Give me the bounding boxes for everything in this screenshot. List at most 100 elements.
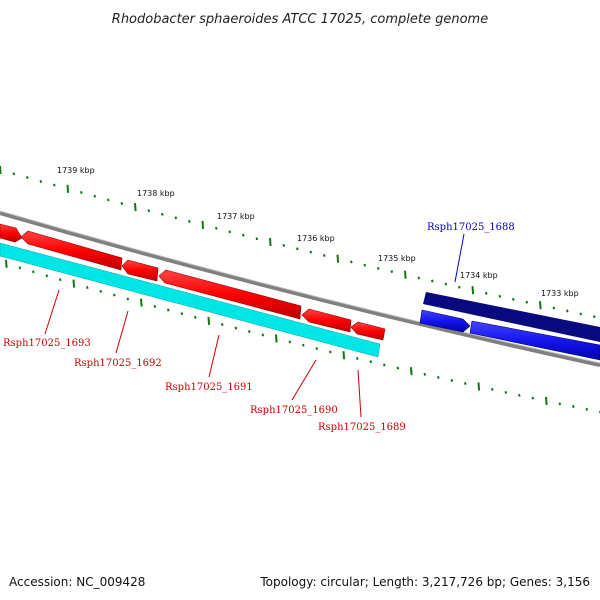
scale-tick-minor bbox=[120, 202, 124, 205]
gene-label-1689: Rsph17025_1689 bbox=[318, 422, 406, 433]
gene-rsph17025-1693 bbox=[0, 223, 23, 243]
accession-text: Accession: NC_009428 bbox=[9, 575, 145, 589]
scale-tick-minor bbox=[518, 393, 521, 397]
gene-rsph17025-1690 bbox=[158, 269, 302, 320]
reverse-strand-genes bbox=[0, 223, 386, 341]
scale-tick-minor bbox=[234, 326, 238, 330]
scale-tick-minor bbox=[32, 270, 35, 274]
scale-tick-minor bbox=[194, 315, 197, 319]
scale-ticks-outer bbox=[0, 165, 596, 319]
scale-tick-minor bbox=[53, 183, 56, 187]
leader-1689 bbox=[357, 369, 362, 418]
scale-tick-minor bbox=[167, 308, 170, 312]
leader-1688 bbox=[454, 233, 465, 283]
scale-tick-minor bbox=[242, 233, 245, 237]
scale-tick-minor bbox=[93, 194, 97, 198]
gene-rsph17025-1691 bbox=[121, 259, 159, 282]
scale-tick-major bbox=[342, 351, 346, 360]
scale-labels: 1739 kbp 1738 kbp 1737 kbp 1736 kbp 1735… bbox=[57, 166, 579, 298]
scale-tick-major bbox=[66, 184, 70, 193]
scale-tick-minor bbox=[504, 390, 508, 394]
scale-tick-minor bbox=[579, 312, 583, 316]
leader-1691 bbox=[208, 334, 220, 378]
scale-tick-minor bbox=[464, 382, 467, 385]
gene-label-1690: Rsph17025_1690 bbox=[250, 405, 338, 416]
gene-label-1693: Rsph17025_1693 bbox=[3, 338, 91, 349]
scale-tick-major bbox=[5, 259, 8, 268]
gene-label-leaders bbox=[44, 233, 465, 418]
scale-tick-major bbox=[134, 203, 137, 212]
scale-tick-major bbox=[477, 382, 481, 391]
scale-tick-minor bbox=[431, 279, 434, 283]
scale-tick-minor bbox=[215, 226, 218, 230]
scale-tick-minor bbox=[585, 407, 589, 411]
scale-tick-minor bbox=[531, 396, 535, 400]
scale-tick-minor bbox=[423, 372, 427, 376]
gene-rsph17025-1692 bbox=[20, 230, 123, 271]
gene-labels: Rsph17025_1693 Rsph17025_1692 Rsph17025_… bbox=[3, 222, 515, 433]
forward-strand-genes bbox=[419, 309, 600, 361]
scale-tick-minor bbox=[80, 191, 83, 194]
gene-rsph17025-1688 bbox=[469, 320, 600, 361]
gene-label-1688: Rsph17025_1688 bbox=[427, 222, 515, 233]
scale-tick-minor bbox=[417, 276, 421, 280]
scale-tick-major bbox=[0, 165, 2, 175]
scale-tick-major bbox=[140, 298, 143, 307]
scale-tick-major bbox=[539, 301, 542, 310]
tick-label-1737: 1737 kbp bbox=[217, 212, 255, 221]
forward-strand-band bbox=[423, 292, 600, 342]
gene-rsph17025-1689 bbox=[301, 308, 352, 333]
scale-tick-minor bbox=[288, 340, 292, 344]
scale-tick-minor bbox=[444, 282, 448, 286]
scale-tick-minor bbox=[512, 297, 515, 301]
tick-label-1735: 1735 kbp bbox=[378, 254, 416, 263]
scale-tick-minor bbox=[12, 172, 16, 176]
leader-1690 bbox=[291, 359, 317, 401]
scale-tick-minor bbox=[282, 243, 286, 247]
scale-tick-minor bbox=[45, 274, 49, 278]
scale-tick-minor bbox=[161, 212, 164, 216]
genome-backbone-highlight bbox=[0, 210, 600, 364]
scale-tick-minor bbox=[147, 209, 151, 213]
scale-tick-minor bbox=[255, 237, 259, 241]
scale-tick-major bbox=[269, 237, 272, 247]
scale-tick-minor bbox=[356, 357, 359, 360]
scale-tick-minor bbox=[174, 216, 178, 220]
scale-tick-minor bbox=[315, 347, 319, 351]
scale-tick-minor bbox=[485, 291, 488, 295]
gene-label-1692: Rsph17025_1692 bbox=[74, 358, 162, 369]
scale-tick-major bbox=[404, 270, 407, 279]
scale-tick-minor bbox=[188, 219, 191, 223]
gene-rsph17025-1688-a bbox=[419, 309, 471, 333]
tick-label-1739: 1739 kbp bbox=[57, 166, 95, 175]
tick-label-1733: 1733 kbp bbox=[541, 289, 579, 298]
scale-tick-minor bbox=[329, 350, 332, 354]
scale-tick-minor bbox=[153, 304, 157, 308]
scale-tick-minor bbox=[18, 266, 22, 270]
scale-tick-minor bbox=[228, 230, 232, 234]
scale-tick-major bbox=[275, 334, 278, 343]
scale-tick-minor bbox=[248, 330, 251, 333]
genome-backbone bbox=[0, 211, 600, 367]
genome-summary-text: Topology: circular; Length: 3,217,726 bp… bbox=[259, 575, 590, 589]
gene-label-1691: Rsph17025_1691 bbox=[165, 382, 253, 393]
scale-ticks-inner bbox=[5, 259, 600, 414]
scale-tick-minor bbox=[437, 375, 440, 379]
scale-tick-minor bbox=[221, 323, 224, 326]
scale-tick-minor bbox=[180, 312, 184, 316]
tick-label-1736: 1736 kbp bbox=[297, 234, 335, 243]
tick-label-1734: 1734 kbp bbox=[460, 271, 498, 280]
scale-tick-minor bbox=[383, 363, 386, 367]
scale-tick-minor bbox=[458, 285, 461, 289]
scale-tick-major bbox=[336, 254, 340, 263]
scale-tick-major bbox=[207, 316, 211, 325]
scale-tick-minor bbox=[377, 266, 380, 270]
scale-tick-minor bbox=[126, 297, 130, 301]
scale-tick-major bbox=[201, 220, 205, 229]
scale-tick-minor bbox=[396, 366, 400, 370]
scale-tick-minor bbox=[363, 263, 367, 267]
scale-tick-minor bbox=[99, 289, 103, 293]
scale-tick-minor bbox=[498, 294, 502, 298]
scale-tick-minor bbox=[369, 360, 373, 364]
